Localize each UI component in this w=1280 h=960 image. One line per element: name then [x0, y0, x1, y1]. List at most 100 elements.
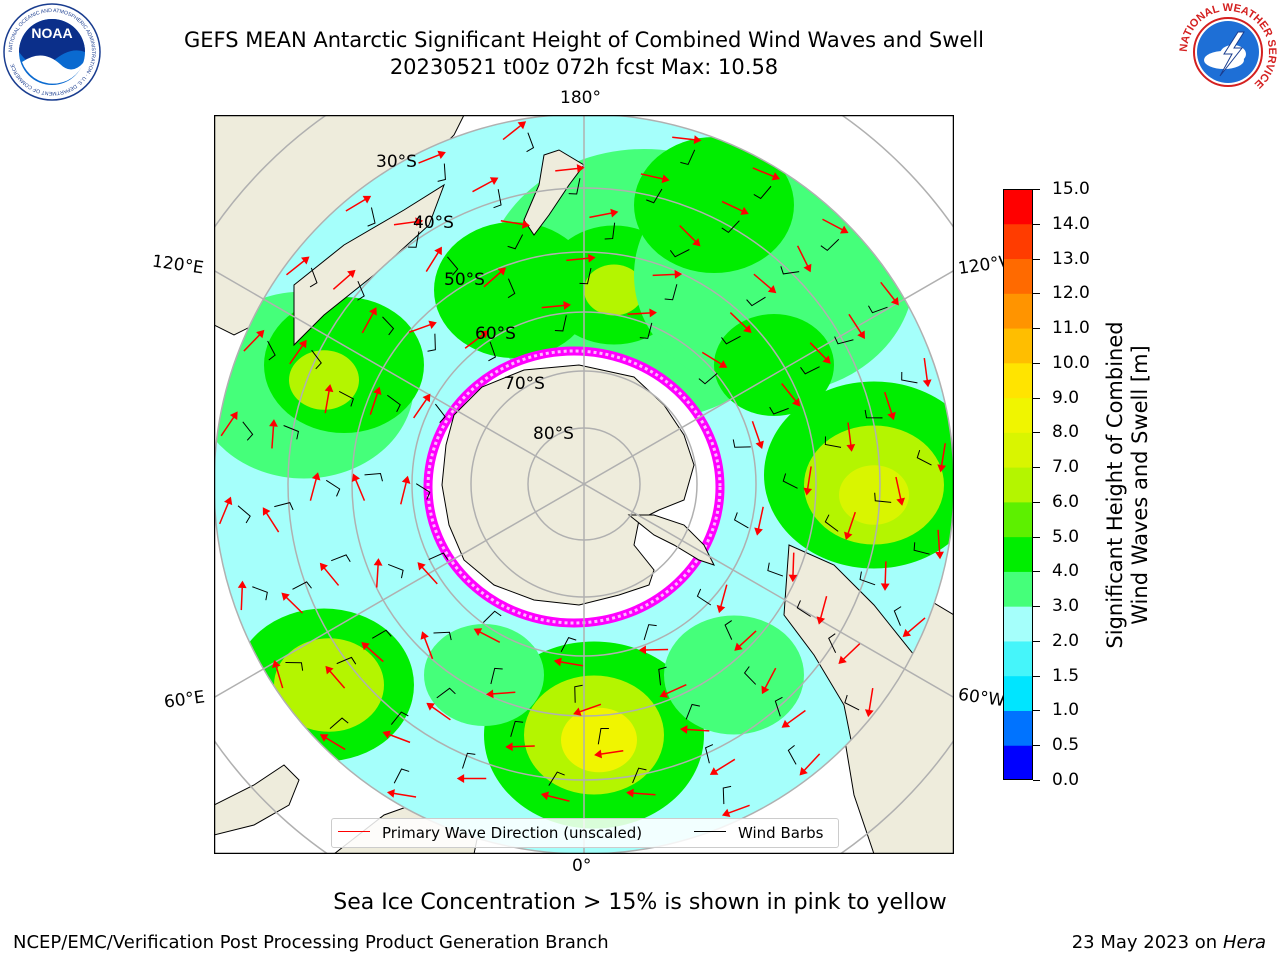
- wave-direction-arrow: [425, 246, 442, 272]
- wave-direction-arrow: [922, 357, 932, 388]
- wave-direction-arrow: [816, 596, 828, 625]
- wave-direction-arrow: [408, 320, 437, 334]
- wind-barb: [721, 220, 740, 234]
- map-title: GEFS MEAN Antarctic Significant Height o…: [183, 28, 985, 52]
- wave-height-region: [424, 624, 544, 726]
- colorbar-tick-mark: [1033, 362, 1040, 364]
- wind-barb: [834, 336, 854, 345]
- colorbar-tick-mark: [1033, 293, 1040, 295]
- colorbar-border: [1003, 189, 1033, 780]
- wind-barb: [658, 666, 667, 686]
- colorbar-label: Significant Height of Combined Wind Wave…: [1103, 321, 1153, 648]
- wind-barb: [267, 340, 276, 361]
- wave-direction-arrow: [332, 269, 356, 290]
- colorbar-band: [1003, 397, 1033, 433]
- wind-barb: [643, 624, 657, 641]
- colorbar-tick-mark: [1033, 745, 1040, 747]
- colorbar-tick-label: 0.0: [1052, 770, 1080, 790]
- wave-height-region: [634, 137, 794, 273]
- wind-barb: [372, 629, 392, 639]
- graticule: [214, 115, 954, 854]
- lon-label-0: 0°: [572, 856, 592, 876]
- wave-direction-arrow: [751, 420, 764, 450]
- wind-barb: [893, 606, 902, 626]
- wave-direction-arrow: [309, 472, 321, 501]
- date-text: 23 May 2023 on: [1071, 932, 1218, 953]
- wave-direction-arrow: [935, 529, 944, 560]
- wave-direction-arrow: [803, 466, 813, 496]
- wave-direction-arrow: [555, 164, 585, 173]
- wind-barb: [433, 631, 452, 641]
- colorbar-tick-mark: [1033, 640, 1040, 642]
- wind-barb: [780, 266, 800, 275]
- wave-direction-arrow: [289, 339, 307, 365]
- wave-direction-arrow: [413, 393, 431, 419]
- wind-barb: [746, 296, 766, 307]
- wave-direction-arrow: [386, 789, 417, 798]
- colorbar-tick-label: 8.0: [1052, 422, 1080, 443]
- colorbar-tick-mark: [1033, 536, 1040, 538]
- wind-barb: [393, 768, 410, 784]
- wave-direction-arrow: [319, 562, 340, 586]
- sea-ice-note: Sea Ice Concentration > 15% is shown in …: [333, 890, 947, 915]
- colorbar: [1003, 189, 1033, 780]
- wave-direction-arrow: [319, 734, 346, 751]
- noaa-logo: NOAA NATIONAL OCEANIC AND ATMOSPHERIC AD…: [3, 3, 101, 101]
- colorbar-tick-label: 2.0: [1052, 630, 1080, 651]
- wind-barb: [680, 149, 696, 166]
- wave-direction-arrow: [709, 758, 736, 775]
- wind-barb: [597, 727, 609, 745]
- wave-direction-arrow: [426, 702, 451, 721]
- wind-barb: [274, 502, 294, 511]
- colorbar-band: [1003, 710, 1033, 746]
- colorbar-tick-label: 9.0: [1052, 387, 1080, 408]
- wind-barb: [844, 694, 860, 711]
- wave-direction-arrow: [502, 121, 527, 141]
- colorbar-label-line1: Significant Height of Combined: [1103, 321, 1127, 649]
- wind-barb: [913, 542, 930, 555]
- colorbar-band: [1003, 675, 1033, 711]
- wave-field: [214, 115, 954, 854]
- lat-label-50s: 50°S: [444, 270, 485, 290]
- wind-barb: [428, 552, 449, 561]
- wave-direction-arrow: [262, 507, 280, 533]
- wave-direction-arrow: [844, 511, 857, 540]
- wave-direction-arrow: [456, 774, 487, 783]
- wind-barb: [632, 767, 647, 784]
- colorbar-tick-label: 13.0: [1052, 248, 1090, 269]
- antarctic-peninsula: [627, 514, 715, 566]
- wave-direction-arrow: [627, 308, 657, 318]
- wind-barb: [732, 439, 751, 448]
- wave-direction-legend-line: [338, 831, 370, 832]
- colorbar-band: [1003, 467, 1033, 503]
- wave-direction-arrow: [553, 657, 583, 667]
- wave-direction-arrow: [269, 419, 278, 449]
- colorbar-tick-label: 15.0: [1052, 179, 1090, 199]
- wave-direction-arrow: [464, 330, 489, 349]
- wind-barb: [436, 687, 456, 699]
- wind-barb: [800, 366, 820, 375]
- wave-height-region: [664, 615, 804, 735]
- wave-direction-arrow: [822, 218, 849, 234]
- wind-barb: [874, 492, 892, 503]
- wave-direction-arrow: [393, 217, 424, 227]
- wind-barb: [787, 745, 797, 765]
- wind-barbs-legend-label: Wind Barbs: [738, 824, 824, 842]
- wave-direction-arrow: [325, 665, 346, 689]
- wind-barb: [427, 333, 436, 352]
- wind-barb: [488, 341, 497, 362]
- colorbar-tick-mark: [1033, 328, 1040, 330]
- nws-logo: NATIONAL WEATHER SERVICE: [1178, 2, 1278, 100]
- wave-direction-arrow: [566, 253, 596, 263]
- wind-barb: [548, 771, 565, 786]
- colorbar-band: [1003, 640, 1033, 677]
- wind-barb: [560, 637, 577, 653]
- lat-label-40s: 40°S: [413, 213, 454, 233]
- wave-direction-arrow: [237, 580, 247, 611]
- lon-label-180: 180°: [560, 88, 601, 108]
- wind-barb: [490, 667, 503, 685]
- wave-direction-arrow: [652, 269, 683, 279]
- wave-direction-arrow: [864, 687, 874, 718]
- wind-barb: [329, 717, 349, 729]
- wind-barb: [669, 249, 690, 258]
